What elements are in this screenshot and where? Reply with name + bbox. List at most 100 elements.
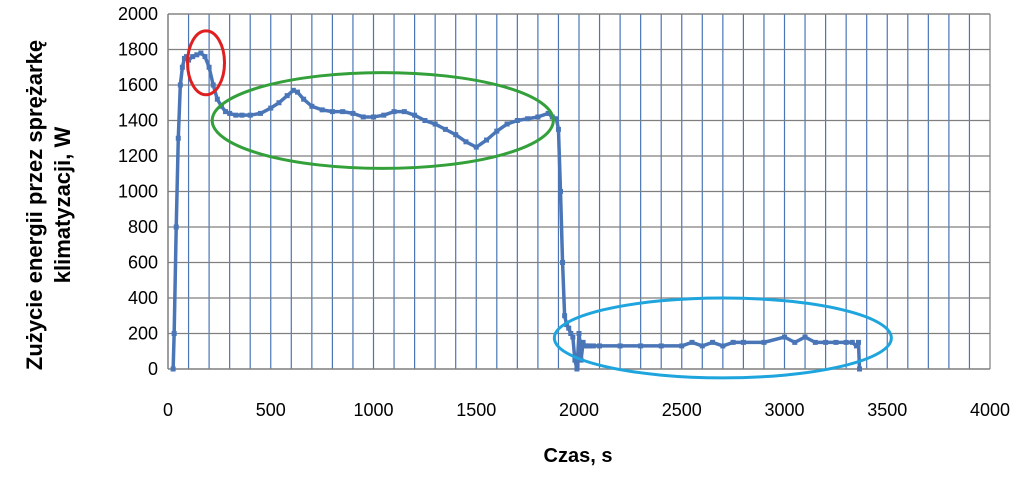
series-point (391, 109, 397, 115)
y-tick-label: 0 (148, 359, 158, 379)
series-point (638, 343, 644, 349)
series-point (309, 103, 315, 109)
series-point (381, 112, 387, 118)
y-tick-labels: 0 200 400 600 800 1000 1200 1400 1600 1800 2000 (118, 4, 158, 379)
series-point (545, 110, 551, 116)
series-point (792, 339, 798, 345)
series-point (802, 334, 808, 340)
series-point (442, 126, 448, 132)
y-axis-title-line-1: Zużycie energii przez sprężarkę (22, 40, 47, 370)
series-point (177, 82, 183, 88)
series-point (658, 343, 664, 349)
series-point (206, 64, 212, 70)
series-point (558, 189, 563, 194)
series-point (580, 339, 586, 345)
series-point (432, 121, 438, 127)
series-point (730, 339, 736, 345)
series-point (843, 339, 849, 345)
series-point (812, 339, 818, 345)
series-point (171, 331, 177, 336)
y-tick-label: 1600 (118, 75, 158, 95)
series-point (227, 110, 233, 116)
series-point (371, 114, 376, 120)
series-point (525, 116, 531, 122)
series-point (833, 339, 839, 345)
y-tick-label: 400 (128, 288, 158, 308)
series-point (504, 121, 510, 127)
series-point (560, 260, 566, 265)
series-point (577, 339, 583, 345)
series-point (329, 109, 335, 115)
series-point (555, 126, 561, 132)
series-point (360, 114, 366, 120)
series-point (294, 89, 300, 95)
x-tick-labels: 0 500 1000 1500 2000 2500 3000 3500 4000 (163, 400, 1010, 420)
series-point (617, 343, 623, 349)
x-tick-label: 4000 (970, 400, 1010, 420)
series-point (740, 339, 746, 345)
series-point (574, 366, 580, 372)
series-point (179, 64, 185, 70)
series-point (849, 339, 855, 345)
series-point (494, 128, 500, 134)
series-point (247, 112, 253, 118)
series-point (276, 100, 282, 106)
x-tick-label: 0 (163, 400, 173, 420)
y-tick-label: 600 (128, 253, 158, 273)
series-point (586, 343, 592, 349)
series-point (173, 224, 179, 230)
annotation-ellipse (210, 71, 555, 170)
series-point (699, 343, 705, 349)
series-point (761, 339, 767, 345)
y-tick-label: 2000 (118, 4, 158, 24)
series-point (679, 343, 685, 349)
series-point (857, 366, 863, 372)
series-point (412, 112, 418, 118)
series-point (535, 114, 541, 120)
series-point (210, 82, 216, 88)
series-point (568, 331, 574, 336)
x-tick-label: 500 (256, 400, 286, 420)
series-point (566, 325, 572, 331)
x-tick-label: 2000 (559, 400, 599, 420)
annotation-ellipses (186, 29, 893, 380)
series-point (570, 334, 576, 340)
y-tick-label: 1200 (118, 146, 158, 166)
series-point (572, 357, 578, 363)
series-point (214, 96, 220, 102)
series-point (239, 112, 245, 118)
y-axis-title: Zużycie energii przez sprężarkę klimatyz… (22, 40, 75, 370)
y-tick-label: 1000 (118, 182, 158, 202)
series-point (175, 135, 181, 141)
series-point (319, 107, 325, 113)
series-point (473, 144, 479, 150)
series-point (202, 54, 208, 60)
series-point (823, 339, 829, 345)
series-point (689, 339, 695, 345)
series-point (597, 343, 603, 349)
series-point (190, 54, 196, 60)
series-point (782, 334, 787, 340)
series-point (401, 109, 407, 115)
series-point (194, 52, 200, 58)
x-tick-label: 3000 (764, 400, 804, 420)
annotation-ellipse (186, 29, 227, 97)
series-point (422, 118, 428, 123)
x-tick-label: 2500 (662, 400, 702, 420)
series-point (350, 110, 356, 116)
series-point (290, 87, 296, 93)
y-tick-label: 800 (128, 217, 158, 237)
series-point (553, 116, 559, 122)
series-point (720, 343, 726, 349)
series-point (198, 50, 204, 56)
series-point (223, 109, 229, 115)
series-point (562, 313, 568, 319)
series-point (170, 366, 176, 372)
series-point (855, 339, 861, 345)
series-point (590, 343, 596, 349)
series-point (233, 112, 239, 118)
y-tick-label: 200 (128, 324, 158, 344)
series-point (853, 343, 859, 349)
y-axis-title-line-2: klimatyzacji, W (50, 127, 75, 284)
